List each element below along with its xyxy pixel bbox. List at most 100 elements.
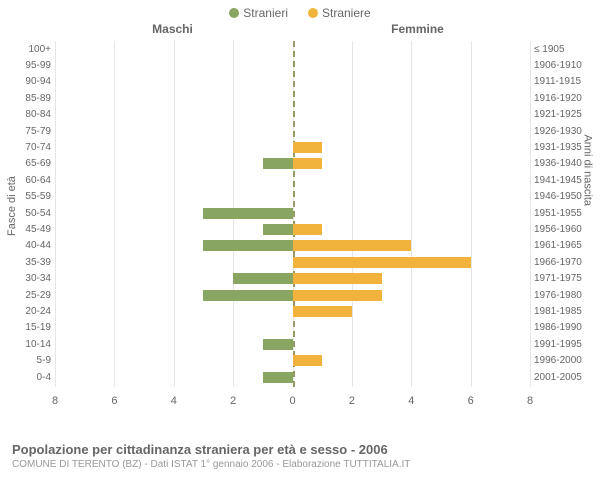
x-tick-label: 0	[289, 395, 295, 407]
age-row: 5-91996-2000	[55, 353, 530, 369]
birth-year-label: 1936-1940	[534, 158, 592, 169]
age-row: 75-791926-1930	[55, 123, 530, 139]
birth-year-label: 1976-1980	[534, 290, 592, 301]
age-label: 70-74	[3, 142, 51, 153]
birth-year-label: 1966-1970	[534, 257, 592, 268]
bar-female	[293, 290, 382, 301]
legend-item-female: Straniere	[308, 6, 371, 20]
age-row: 85-891916-1920	[55, 90, 530, 106]
age-row: 10-141991-1995	[55, 336, 530, 352]
bar-male	[263, 158, 293, 169]
age-label: 40-44	[3, 240, 51, 251]
birth-year-label: 1956-1960	[534, 224, 592, 235]
age-row: 55-591946-1950	[55, 189, 530, 205]
age-row: 20-241981-1985	[55, 303, 530, 319]
bar-female	[293, 224, 323, 235]
age-label: 85-89	[3, 93, 51, 104]
birth-year-label: 1971-1975	[534, 273, 592, 284]
age-label: 100+	[3, 44, 51, 55]
chart: Fasce di età Anni di nascita 86420246810…	[0, 36, 600, 436]
age-row: 30-341971-1975	[55, 271, 530, 287]
bar-male	[263, 372, 293, 383]
birth-year-label: 1941-1945	[534, 175, 592, 186]
column-headers: Maschi Femmine	[0, 22, 600, 36]
age-row: 60-641941-1945	[55, 172, 530, 188]
x-tick-label: 2	[349, 395, 355, 407]
birth-year-label: 1926-1930	[534, 126, 592, 137]
footer: Popolazione per cittadinanza straniera p…	[0, 436, 600, 470]
age-row: 70-741931-1935	[55, 139, 530, 155]
legend: Stranieri Straniere	[0, 0, 600, 20]
chart-title: Popolazione per cittadinanza straniera p…	[12, 442, 588, 457]
birth-year-label: ≤ 1905	[534, 44, 592, 55]
age-label: 65-69	[3, 158, 51, 169]
birth-year-label: 1946-1950	[534, 191, 592, 202]
age-label: 45-49	[3, 224, 51, 235]
plot-area: 8 6 4 2 0 2 4 6 8 100+≤ 190595-991906-191090-9419…	[55, 41, 530, 411]
age-row: 25-291976-1980	[55, 287, 530, 303]
bar-female	[293, 142, 323, 153]
legend-swatch-male	[229, 8, 239, 18]
chart-subtitle: COMUNE DI TERENTO (BZ) - Dati ISTAT 1° g…	[12, 459, 588, 470]
birth-year-label: 1921-1925	[534, 109, 592, 120]
age-label: 55-59	[3, 191, 51, 202]
birth-year-label: 1961-1965	[534, 240, 592, 251]
bar-male	[233, 273, 292, 284]
age-label: 60-64	[3, 175, 51, 186]
age-label: 10-14	[3, 339, 51, 350]
header-male: Maschi	[0, 22, 295, 36]
x-tick-label: 6	[468, 395, 474, 407]
bar-female	[293, 355, 323, 366]
age-row: 35-391966-1970	[55, 254, 530, 270]
age-label: 35-39	[3, 257, 51, 268]
birth-year-label: 1906-1910	[534, 60, 592, 71]
age-label: 80-84	[3, 109, 51, 120]
age-row: 65-691936-1940	[55, 156, 530, 172]
birth-year-label: 1911-1915	[534, 76, 592, 87]
x-tick-label: 8	[527, 395, 533, 407]
age-row: 50-541951-1955	[55, 205, 530, 221]
bar-female	[293, 240, 412, 251]
bar-male	[203, 290, 292, 301]
age-label: 5-9	[3, 355, 51, 366]
bar-female	[293, 257, 471, 268]
age-row: 15-191986-1990	[55, 320, 530, 336]
birth-year-label: 2001-2005	[534, 372, 592, 383]
birth-year-label: 1916-1920	[534, 93, 592, 104]
x-tick-label: 4	[408, 395, 414, 407]
age-label: 20-24	[3, 306, 51, 317]
birth-year-label: 1981-1985	[534, 306, 592, 317]
x-tick-label: 8	[52, 395, 58, 407]
age-label: 15-19	[3, 322, 51, 333]
x-tick-label: 4	[171, 395, 177, 407]
bar-male	[203, 240, 292, 251]
gridline	[530, 41, 531, 387]
bar-male	[263, 224, 293, 235]
age-row: 95-991906-1910	[55, 57, 530, 73]
bar-female	[293, 306, 352, 317]
birth-year-label: 1931-1935	[534, 142, 592, 153]
age-label: 90-94	[3, 76, 51, 87]
age-label: 95-99	[3, 60, 51, 71]
age-row: 40-441961-1965	[55, 238, 530, 254]
age-label: 25-29	[3, 290, 51, 301]
x-tick-label: 6	[111, 395, 117, 407]
age-row: 80-841921-1925	[55, 107, 530, 123]
header-female: Femmine	[295, 22, 600, 36]
age-row: 100+≤ 1905	[55, 41, 530, 57]
age-row: 45-491956-1960	[55, 221, 530, 237]
birth-year-label: 1991-1995	[534, 339, 592, 350]
age-label: 50-54	[3, 208, 51, 219]
birth-year-label: 1996-2000	[534, 355, 592, 366]
birth-year-label: 1951-1955	[534, 208, 592, 219]
age-row: 90-941911-1915	[55, 74, 530, 90]
bar-male	[203, 208, 292, 219]
age-label: 0-4	[3, 372, 51, 383]
age-row: 0-42001-2005	[55, 369, 530, 385]
bar-male	[263, 339, 293, 350]
legend-label-female: Straniere	[322, 6, 371, 20]
age-label: 75-79	[3, 126, 51, 137]
x-tick-label: 2	[230, 395, 236, 407]
bar-female	[293, 158, 323, 169]
birth-year-label: 1986-1990	[534, 322, 592, 333]
